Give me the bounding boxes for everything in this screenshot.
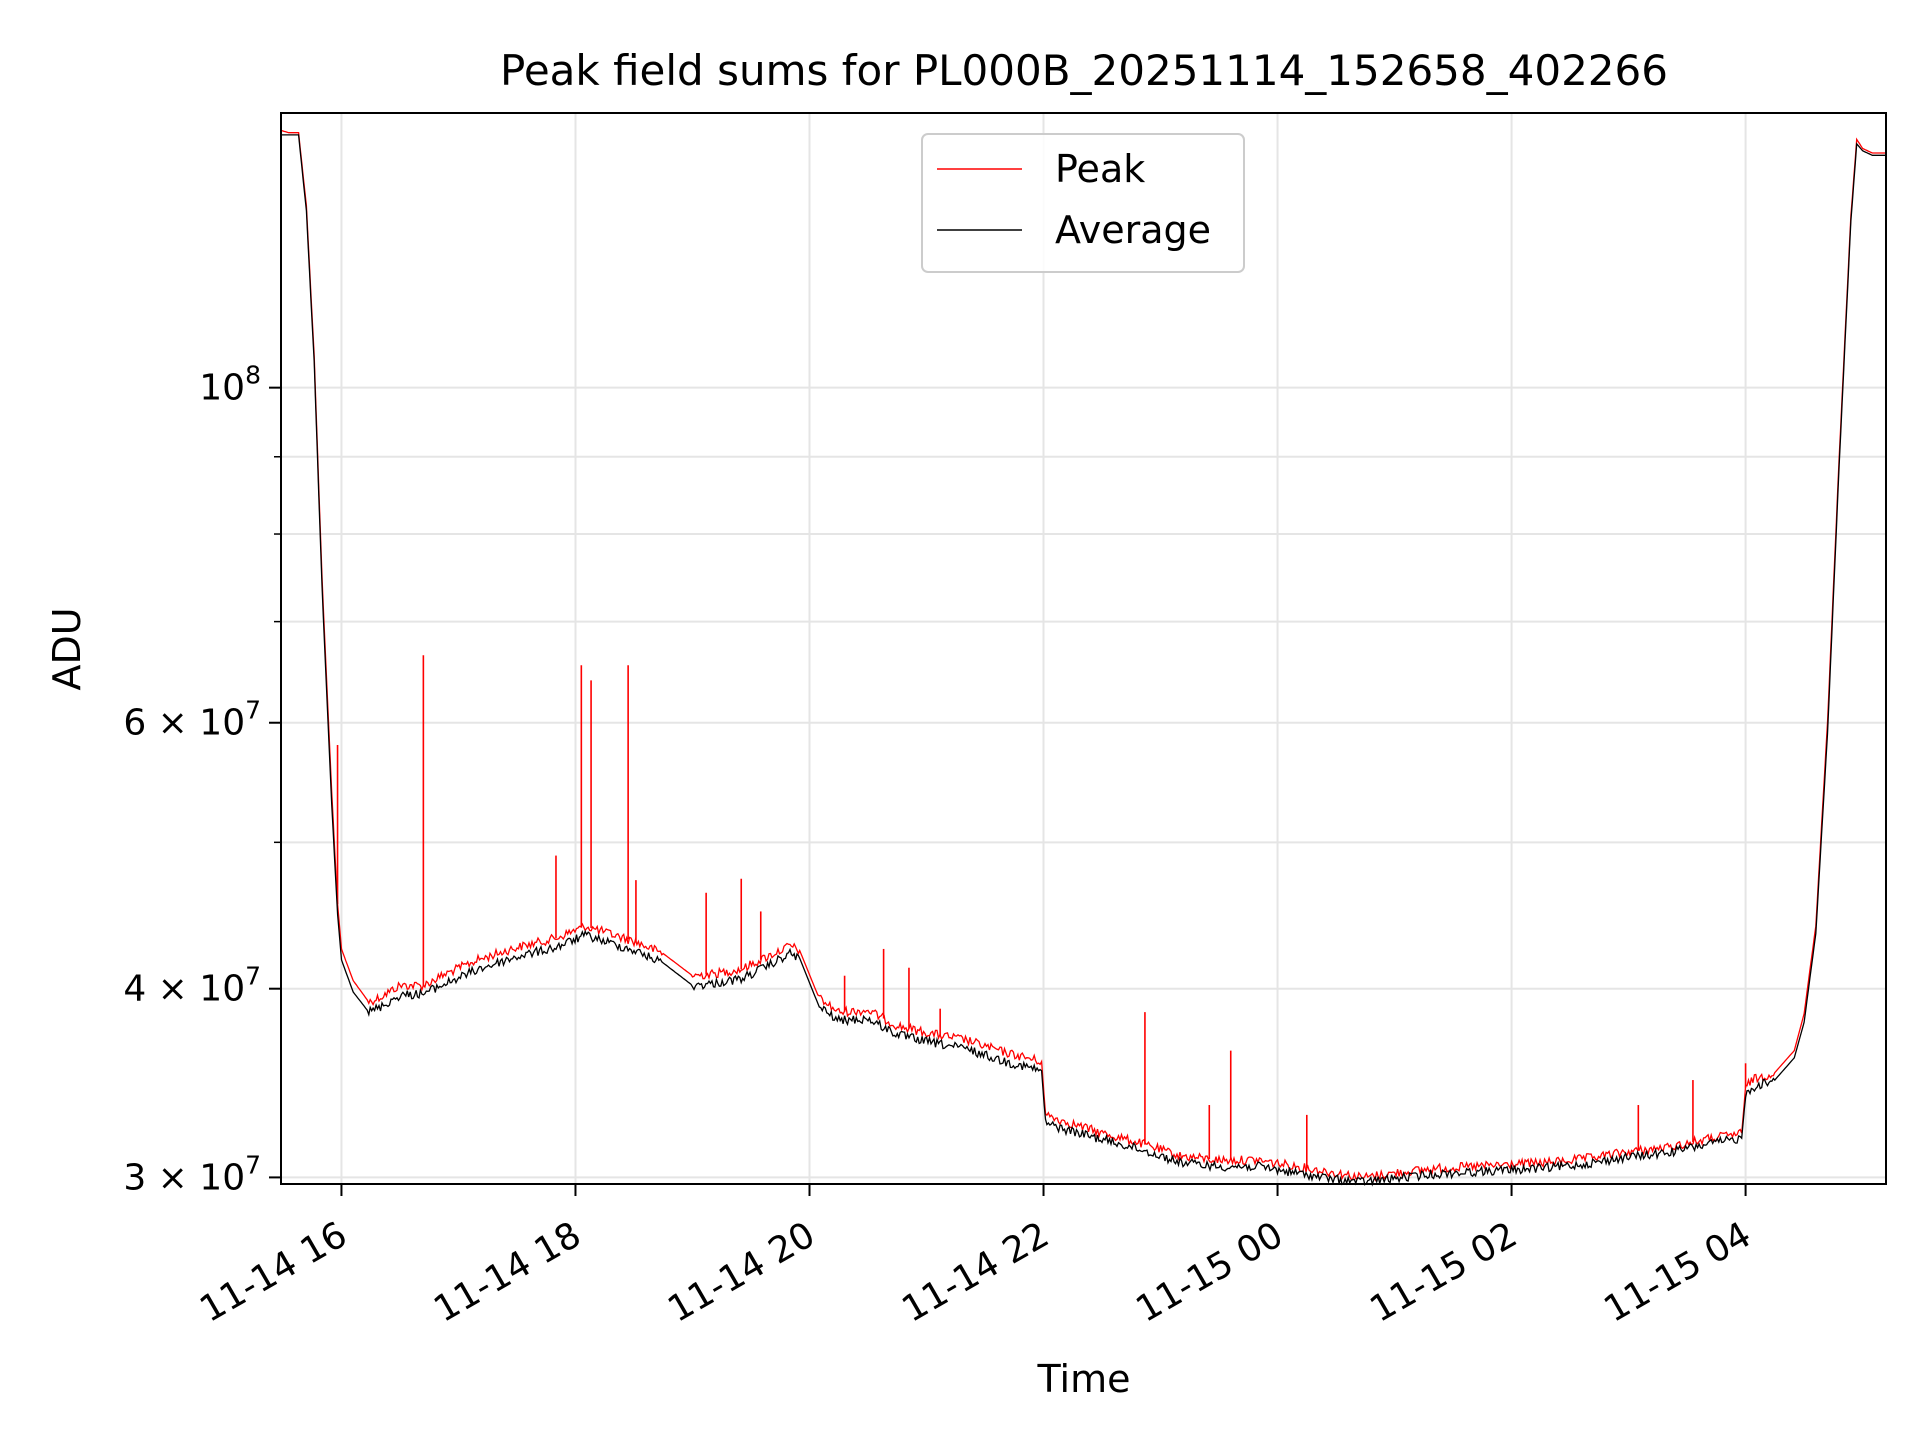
legend-label-average: Average <box>1055 208 1211 252</box>
x-axis-label: Time <box>1037 1357 1131 1401</box>
grid <box>281 113 1886 1184</box>
y-axis-ticks: 3 × 107 4 × 107 6 × 107 108 <box>123 361 281 1198</box>
peak-line <box>280 129 1886 1182</box>
y-tick-label: 108 <box>199 361 261 409</box>
average-line <box>281 134 1886 1187</box>
series-peak <box>280 129 1886 1182</box>
y-tick-label: 4 × 107 <box>123 962 261 1010</box>
y-tick-label: 6 × 107 <box>123 696 261 744</box>
plot-frame <box>280 112 1887 1185</box>
y-tick-label: 3 × 107 <box>123 1150 261 1198</box>
y-axis-label: ADU <box>45 607 89 690</box>
chart-title: Peak field sums for PL000B_20251114_1526… <box>500 46 1668 95</box>
series-average <box>281 134 1886 1187</box>
legend-label-peak: Peak <box>1055 147 1145 191</box>
legend: Peak Average <box>921 133 1245 273</box>
